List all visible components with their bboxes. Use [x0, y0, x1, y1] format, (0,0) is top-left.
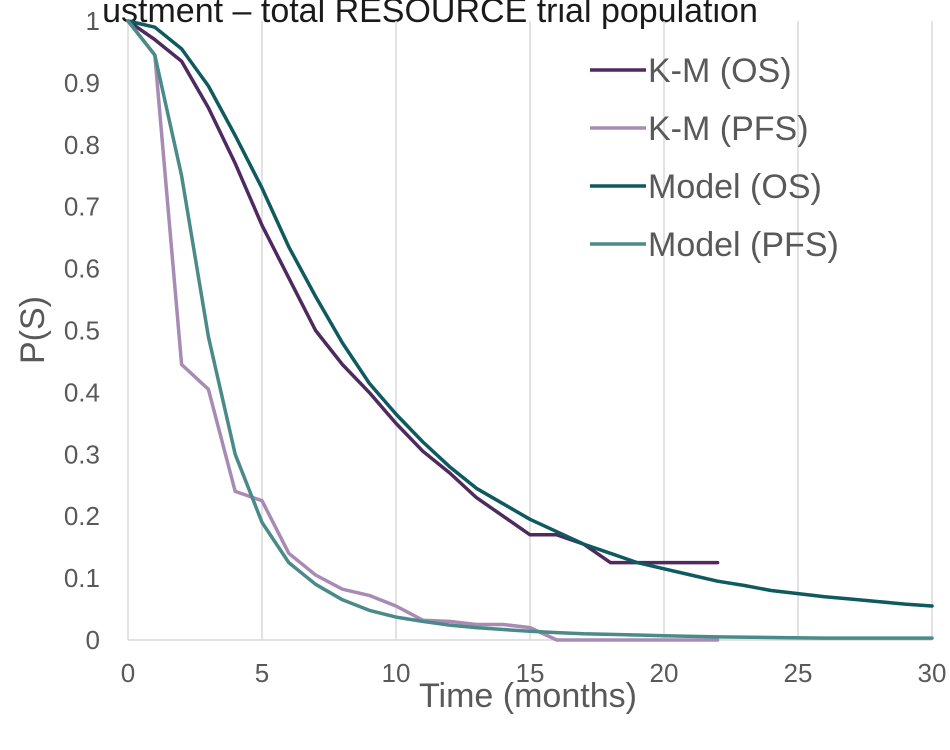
y-tick-label: 0.1: [64, 563, 100, 593]
x-axis-title: Time (months): [419, 677, 637, 715]
series-layer: [126, 19, 934, 642]
legend-label: Model (PFS): [648, 226, 839, 264]
y-tick-label: 0.9: [64, 68, 100, 98]
x-tick-label: 25: [784, 658, 813, 688]
y-tick-label: 0.7: [64, 192, 100, 222]
legend: K-M (OS) K-M (PFS) Model (OS) Model (PFS): [590, 52, 839, 264]
legend-label: Model (OS): [648, 168, 822, 206]
y-tick-label: 0.3: [64, 439, 100, 469]
y-tick-label: 0: [86, 625, 100, 655]
x-tick-label: 0: [121, 658, 135, 688]
series-line-4: [126, 19, 934, 640]
y-tick-label: 0.2: [64, 501, 100, 531]
x-tick-label: 10: [382, 658, 411, 688]
axis-layer: 0 5 10 15 20 25 30 0 0.1 0.2 0.3 0.4 0.5 0.6 0.7 0.8 0.9…: [64, 6, 947, 688]
grid-layer: [127, 21, 933, 640]
legend-label: K-M (OS): [648, 52, 792, 90]
legend-label: K-M (PFS): [648, 110, 809, 148]
y-tick-label: 1: [86, 6, 100, 36]
y-tick-label: 0.8: [64, 130, 100, 160]
x-tick-label: 5: [255, 658, 269, 688]
x-tick-label: 20: [650, 658, 679, 688]
y-tick-label: 0.6: [64, 254, 100, 284]
series-line-3: [126, 19, 934, 608]
series-line-2: [126, 19, 720, 642]
y-tick-label: 0.4: [64, 377, 100, 407]
chart-title: ustment – total RESOURCE trial populatio…: [102, 0, 758, 30]
y-tick-label: 0.5: [64, 316, 100, 346]
x-tick-label: 30: [918, 658, 947, 688]
y-axis-title: P(S): [14, 296, 52, 364]
x-tick-label: 15: [516, 658, 545, 688]
series-line-1: [126, 19, 720, 565]
